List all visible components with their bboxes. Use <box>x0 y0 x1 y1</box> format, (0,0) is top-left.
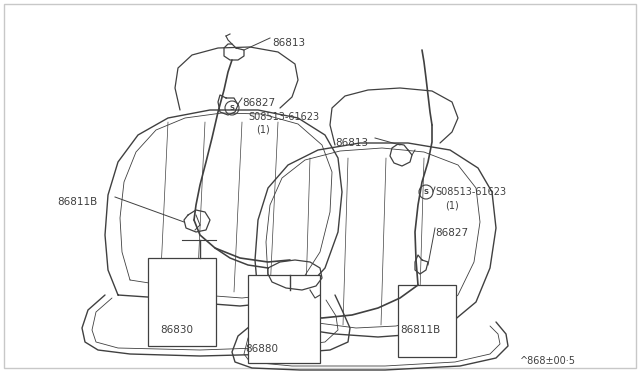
Text: ^868±00·5: ^868±00·5 <box>520 356 576 366</box>
Text: S08513-61623: S08513-61623 <box>248 112 319 122</box>
Text: 86813: 86813 <box>335 138 368 148</box>
Bar <box>398 285 456 357</box>
Text: 86880: 86880 <box>245 344 278 354</box>
Text: (1): (1) <box>445 200 459 210</box>
Text: 86827: 86827 <box>242 98 275 108</box>
Text: 86830: 86830 <box>160 325 193 335</box>
Text: 86813: 86813 <box>272 38 305 48</box>
Text: 86811B: 86811B <box>400 325 440 335</box>
Text: S08513-61623: S08513-61623 <box>435 187 506 197</box>
Bar <box>248 275 320 363</box>
Text: 86811B: 86811B <box>57 197 97 207</box>
Bar <box>148 258 216 346</box>
Text: S: S <box>424 189 429 195</box>
Text: (1): (1) <box>256 124 269 134</box>
Text: 86827: 86827 <box>435 228 468 238</box>
Text: S: S <box>230 105 234 111</box>
